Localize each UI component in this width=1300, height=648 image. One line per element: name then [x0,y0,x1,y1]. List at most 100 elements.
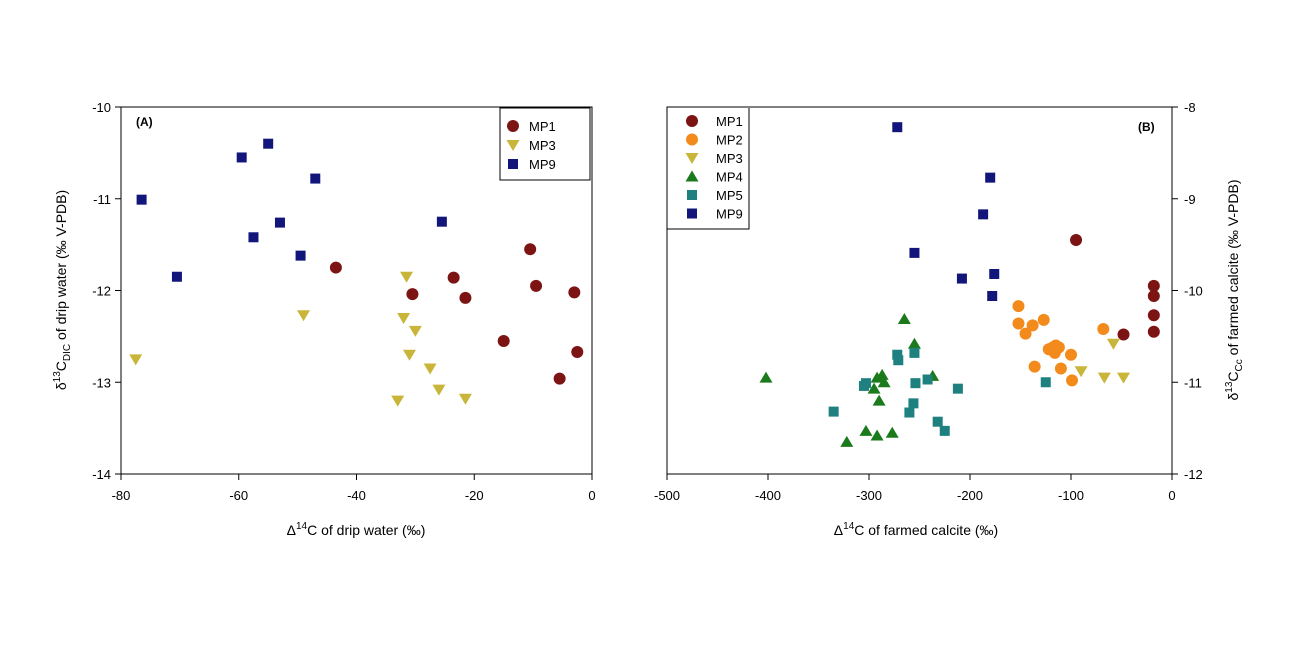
y-tick-label: -8 [1184,100,1196,115]
legend-items: MP1 MP3 MP9 [506,119,556,172]
legend-marker [685,153,699,164]
x-tick-label: 0 [1168,488,1175,503]
legend-label: MP1 [716,114,743,129]
legend-label: MP9 [529,157,556,172]
y-axis-title: δ13CDIC of drip water (‰ V-PDB) [52,190,73,390]
tick-layer: -500 -400 -300 -200 -100 0 -12 -11 -10 -9 -8 [654,100,1203,503]
data-point [893,355,904,366]
data-point [406,288,419,301]
x-tick-label: -300 [856,488,882,503]
data-point [910,378,921,389]
data-point [1026,319,1039,332]
y-tick-label: -9 [1184,192,1196,207]
data-point [1040,377,1051,388]
data-point [870,371,884,383]
data-point [458,393,472,405]
data-point [939,425,950,436]
panel-b: (B) -500 -400 -300 -200 -100 0 -12 -11 -10 -9 -8 M… [654,100,1245,538]
data-point [329,261,342,274]
data-point [459,291,472,304]
data-point [1117,328,1130,341]
y-tick-label: -13 [92,375,111,390]
data-layer [759,122,1160,447]
data-point [1012,300,1025,313]
legend-label: MP5 [716,188,743,203]
data-point [860,378,871,389]
series-mp1 [1070,234,1160,341]
data-point [1147,290,1160,303]
data-point [904,407,915,418]
series-mp2 [1012,300,1110,387]
data-point [297,310,311,322]
panel-label: (B) [1138,120,1155,134]
data-point [1097,323,1110,336]
x-tick-label: -80 [112,488,131,503]
data-point [892,122,903,133]
data-point [867,382,881,394]
legend-marker [685,170,699,182]
legend-label: MP3 [716,151,743,166]
x-axis-title: Δ14C of farmed calcite (‰) [834,521,998,538]
y-tick-label: -10 [92,100,111,115]
data-point [568,286,581,299]
data-point [759,371,773,383]
data-point [989,268,1000,279]
data-point [1065,348,1077,361]
legend-marker [686,133,698,146]
legend-label: MP4 [716,170,743,185]
data-point [872,394,886,406]
tick-layer: -80 -60 -40 -20 0 -14 -13 -12 -11 -10 [92,100,595,503]
data-point [553,372,566,385]
data-point [391,395,405,407]
data-point [129,354,143,366]
series-mp3 [1074,338,1131,384]
data-point [295,250,306,261]
legend-marker [687,208,697,219]
data-point [1070,234,1083,247]
legend-label: MP1 [529,119,556,134]
data-point [978,209,989,220]
legend-label: MP2 [716,133,743,148]
data-point [1028,360,1041,373]
data-point [436,216,447,227]
legend-marker [686,115,698,127]
x-axis-title: Δ14C of drip water (‰) [287,521,426,538]
x-tick-label: -60 [229,488,248,503]
series-mp9 [136,138,447,282]
legend-box [667,108,750,230]
data-point [432,384,446,396]
data-point [870,429,884,441]
data-point [310,173,321,184]
data-point [897,312,911,324]
data-point [1147,325,1160,338]
plot-frame [666,106,1173,475]
data-point [263,138,274,149]
data-point [908,398,919,409]
data-point [524,243,537,256]
series-mp9 [892,122,1000,302]
data-point [909,247,920,258]
data-point [136,194,147,205]
series-mp1 [329,243,584,385]
data-point [1106,338,1120,350]
data-point [447,271,460,284]
data-point [922,374,933,385]
legend-label: MP3 [529,138,556,153]
data-point [497,334,510,347]
data-point [1147,279,1160,292]
legend-items: MP1 MP2 MP3 MP4 MP5 MP9 [685,114,743,222]
data-point [1019,327,1032,340]
y-tick-label: -12 [1184,467,1203,482]
data-point [877,376,891,388]
y-axis-title: δ13CCc of farmed calcite (‰ V-PDB) [1224,180,1245,401]
data-point [956,273,967,284]
series-mp5 [828,347,1051,436]
data-point [530,279,543,292]
legend-marker [687,190,697,200]
series-mp4 [759,312,940,447]
data-point [1066,374,1079,387]
legend-marker [508,159,518,169]
panel-label: (A) [136,115,153,129]
x-tick-label: -100 [1058,488,1084,503]
